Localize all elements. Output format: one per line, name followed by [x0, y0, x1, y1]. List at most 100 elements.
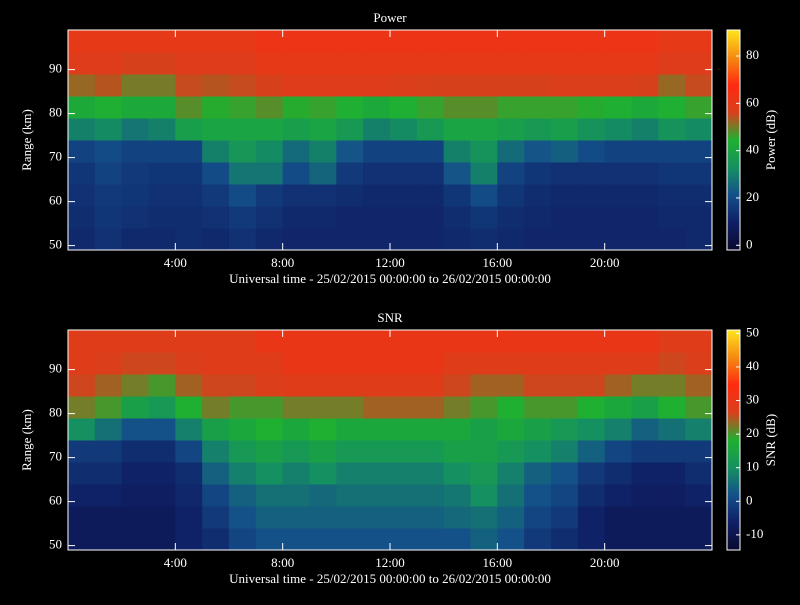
heatmap-cell — [363, 74, 391, 97]
heatmap-cell — [309, 374, 337, 397]
heatmap-cell — [577, 462, 606, 485]
heatmap-cell — [658, 330, 686, 353]
heatmap-cell — [577, 396, 606, 419]
colorbar-tick-label: 0 — [746, 236, 753, 251]
heatmap-cell — [121, 418, 149, 441]
heatmap-cell — [631, 96, 659, 119]
heatmap-cell — [524, 418, 552, 441]
heatmap-cell — [604, 140, 632, 163]
heatmap-cell — [551, 462, 579, 485]
heatmap-cell — [470, 74, 498, 97]
heatmap-cell — [524, 440, 552, 463]
heatmap-cell — [497, 30, 525, 53]
heatmap-cell — [94, 74, 123, 97]
heatmap-cell — [416, 118, 445, 141]
heatmap-cell — [363, 162, 391, 185]
heatmap-cell — [94, 528, 123, 551]
heatmap-cell — [255, 74, 284, 97]
colorbar-tick-label: 0 — [746, 492, 753, 507]
heatmap-cell — [390, 528, 418, 551]
heatmap-cell — [175, 506, 203, 529]
x-tick-label: 8:00 — [271, 555, 294, 570]
heatmap-cell — [94, 162, 123, 185]
colorbar-tick-label: 40 — [746, 142, 759, 157]
heatmap-cell — [148, 462, 176, 485]
heatmap-cell — [68, 506, 96, 529]
heatmap-cell — [524, 96, 552, 119]
y-axis-label: Range (km) — [19, 109, 34, 171]
heatmap-cell — [443, 352, 471, 375]
heatmap-cell — [604, 184, 632, 207]
heatmap-cell — [229, 418, 257, 441]
heatmap-cell — [121, 228, 149, 251]
heatmap-cell — [470, 330, 498, 353]
heatmap-cell — [121, 206, 149, 229]
heatmap-cell — [524, 162, 552, 185]
heatmap-cell — [363, 374, 391, 397]
heatmap-cell — [202, 440, 230, 463]
heatmap-cell — [577, 418, 606, 441]
heatmap-cell — [443, 162, 471, 185]
heatmap-cell — [363, 330, 391, 353]
heatmap-cell — [255, 440, 284, 463]
heatmap-cell — [685, 484, 713, 507]
heatmap-cell — [309, 440, 337, 463]
heatmap-cell — [121, 96, 149, 119]
y-tick-label: 80 — [49, 105, 62, 120]
heatmap-cell — [658, 206, 686, 229]
heatmap-cell — [497, 374, 525, 397]
heatmap-cell — [175, 228, 203, 251]
heatmap-cell — [577, 352, 606, 375]
heatmap-cell — [416, 52, 445, 75]
heatmap-cell — [416, 440, 445, 463]
heatmap-cell — [94, 184, 123, 207]
heatmap-cell — [229, 484, 257, 507]
heatmap-cell — [577, 330, 606, 353]
heatmap-cell — [363, 352, 391, 375]
heatmap-cell — [551, 74, 579, 97]
heatmap-cell — [148, 528, 176, 551]
heatmap-cell — [255, 330, 284, 353]
heatmap-cell — [685, 528, 713, 551]
heatmap-cell — [68, 206, 96, 229]
heatmap-cell — [68, 74, 96, 97]
heatmap-cell — [416, 396, 445, 419]
x-tick-label: 12:00 — [375, 555, 405, 570]
y-tick-label: 50 — [49, 537, 62, 552]
heatmap-cell — [94, 462, 123, 485]
heatmap-cell — [685, 396, 713, 419]
heatmap-cell — [604, 352, 632, 375]
heatmap-cell — [229, 352, 257, 375]
heatmap-cell — [551, 118, 579, 141]
heatmap-cell — [685, 506, 713, 529]
heatmap-cell — [631, 396, 659, 419]
heatmap-cell — [524, 506, 552, 529]
heatmap-cell — [148, 484, 176, 507]
heatmap-cell — [604, 30, 632, 53]
heatmap-cell — [658, 484, 686, 507]
heatmap-cell — [309, 96, 337, 119]
heatmap-cell — [309, 396, 337, 419]
heatmap-cell — [202, 118, 230, 141]
heatmap-cell — [470, 374, 498, 397]
heatmap-cell — [309, 528, 337, 551]
heatmap-cell — [282, 418, 310, 441]
heatmap-cell — [443, 462, 471, 485]
heatmap-cell — [309, 228, 337, 251]
heatmap-cell — [658, 462, 686, 485]
colorbar-tick-label: 60 — [746, 94, 759, 109]
heatmap-cell — [202, 352, 230, 375]
x-axis-label: Universal time - 25/02/2015 00:00:00 to … — [229, 571, 551, 586]
heatmap-cell — [577, 30, 606, 53]
colorbar-tick-label: 20 — [746, 425, 759, 440]
heatmap-cell — [282, 352, 310, 375]
heatmap-cell — [363, 52, 391, 75]
heatmap-cell — [68, 418, 96, 441]
heatmap-cell — [255, 162, 284, 185]
heatmap-cell — [148, 440, 176, 463]
heatmap-cell — [148, 418, 176, 441]
heatmap-cell — [202, 330, 230, 353]
heatmap-cell — [68, 462, 96, 485]
heatmap-cell — [443, 30, 471, 53]
heatmap-cell — [202, 30, 230, 53]
